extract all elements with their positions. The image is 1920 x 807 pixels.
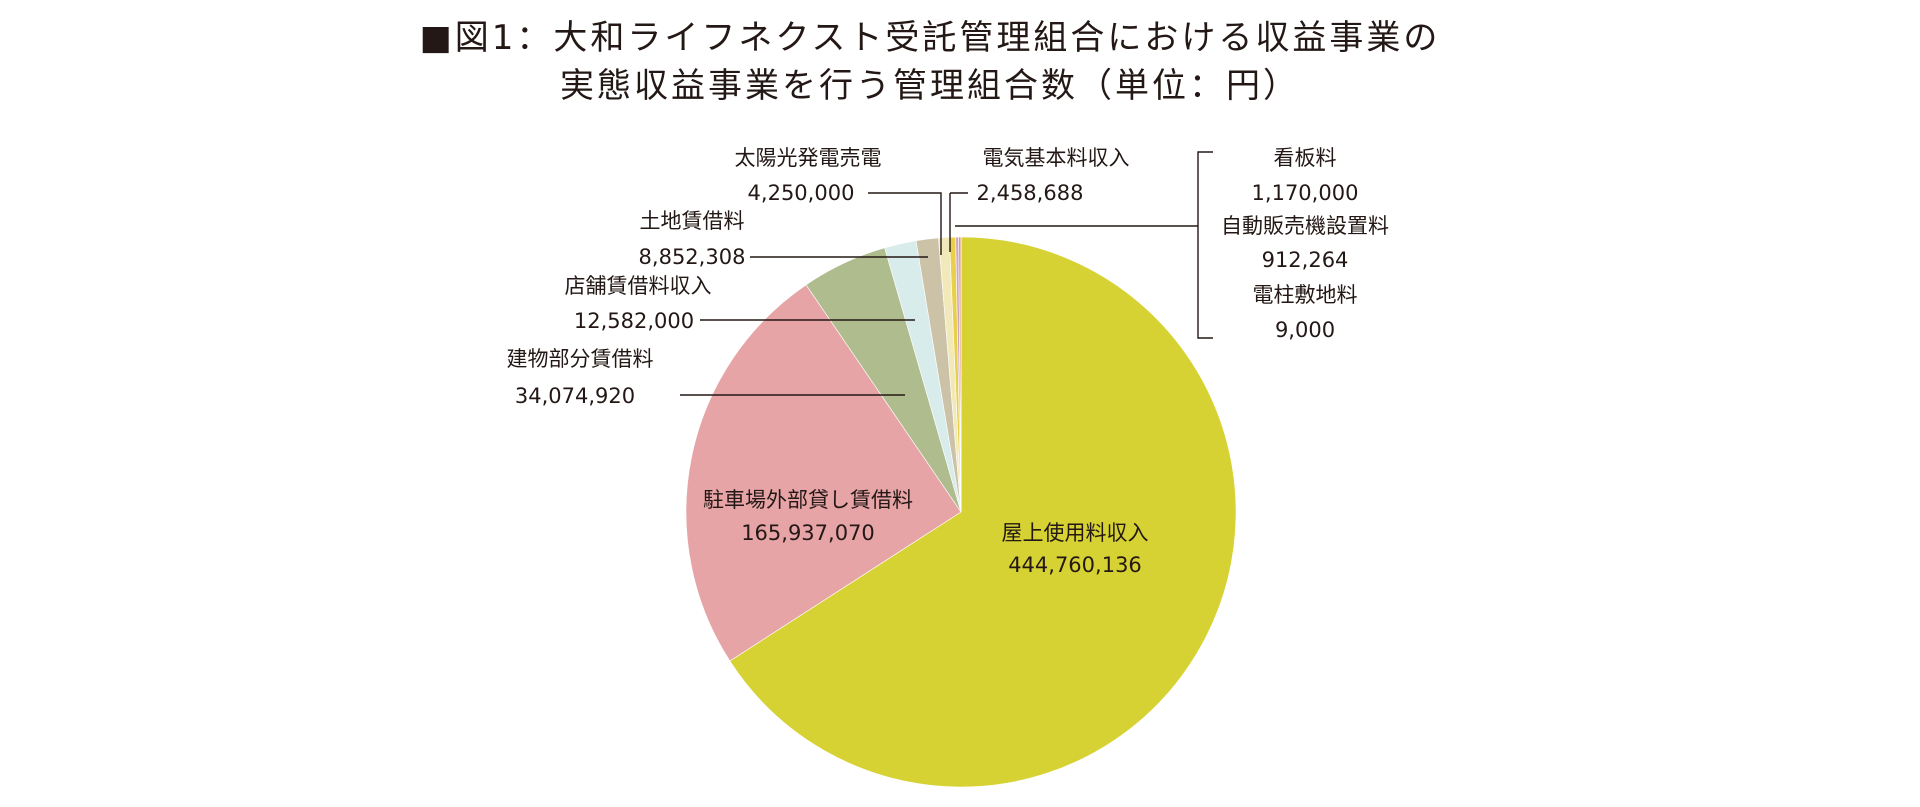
bracket-small-items	[1197, 151, 1213, 339]
pie-slices	[685, 236, 1237, 788]
value-pole: 9,000	[1275, 318, 1335, 342]
label-electric: 電気基本料収入	[983, 146, 1130, 170]
label-signboard: 看板料	[1274, 146, 1337, 170]
pie-slice-parking	[685, 284, 962, 662]
label-solar: 太陽光発電売電	[735, 146, 882, 170]
value-signboard: 1,170,000	[1252, 181, 1359, 205]
slice-labels: 屋上使用料収入 444,760,136 駐車場外部貸し賃借料 165,937,0…	[507, 146, 1390, 577]
label-store: 店舗賃借料収入	[565, 274, 712, 298]
leader-lines	[680, 151, 1213, 396]
label-pole: 電柱敷地料	[1253, 283, 1358, 307]
label-rooftop: 屋上使用料収入	[1002, 521, 1149, 545]
value-land: 8,852,308	[639, 245, 746, 269]
value-parking: 165,937,070	[741, 521, 875, 545]
value-rooftop: 444,760,136	[1008, 553, 1142, 577]
label-building: 建物部分賃借料	[507, 347, 654, 371]
label-vending: 自動販売機設置料	[1221, 214, 1389, 238]
value-vending: 912,264	[1262, 248, 1349, 272]
label-land: 土地賃借料	[640, 209, 745, 233]
leader-line-solar	[868, 192, 942, 255]
chart-title-line2: 実態収益事業を行う管理組合数（単位：円）	[560, 66, 1300, 106]
label-parking: 駐車場外部貸し賃借料	[703, 488, 913, 512]
value-solar: 4,250,000	[748, 181, 855, 205]
value-electric: 2,458,688	[977, 181, 1084, 205]
value-store: 12,582,000	[574, 309, 694, 333]
value-building: 34,074,920	[515, 384, 635, 408]
pie-slice-rooftop	[729, 236, 1237, 788]
chart-title-line1: 図1：大和ライフネクスト受託管理組合における収益事業の	[0, 18, 1920, 58]
